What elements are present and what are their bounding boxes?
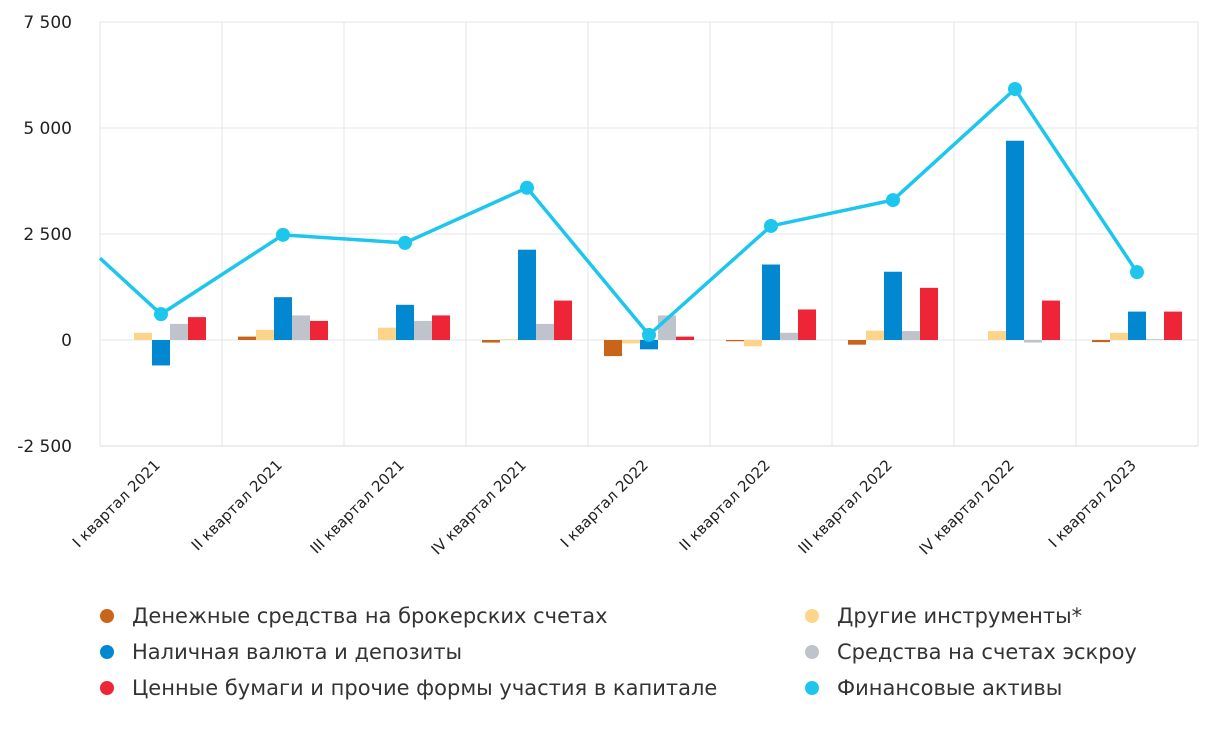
bar [554,300,572,340]
x-tick-label: I квартал 2021 [69,456,164,551]
bar [1110,332,1128,340]
bar [518,249,536,340]
x-tick-label: III квартал 2021 [307,456,408,557]
legend-label: Ценные бумаги и прочие формы участия в к… [132,676,718,700]
bar [902,331,920,340]
line-point [276,227,290,242]
legend-label: Средства на счетах эскроу [837,640,1137,664]
legend-item-brokerage[interactable]: Денежные средства на брокерских счетах [100,604,608,628]
bar [274,297,292,340]
bar [988,331,1006,340]
legend-marker [100,681,114,695]
bar [1164,311,1182,340]
bar [238,336,256,340]
bar [1006,140,1024,340]
bar [884,271,902,340]
bar [622,340,640,344]
bar [1042,300,1060,340]
legend-label: Финансовые активы [837,676,1063,700]
bar [920,287,938,340]
legend-marker [100,645,114,659]
line-point [1008,81,1022,96]
bar [676,336,694,340]
legend-item-securities[interactable]: Ценные бумаги и прочие формы участия в к… [100,676,717,700]
legend-label: Наличная валюта и депозиты [132,640,463,664]
x-tick-label: II квартал 2022 [676,456,774,554]
bar [744,340,762,347]
bar [170,323,188,340]
line-point [764,218,778,233]
bar [1146,339,1164,340]
legend-item-other[interactable]: Другие инструменты* [805,604,1082,628]
x-tick-label: IV квартал 2022 [916,456,1018,558]
legend-item-deposits[interactable]: Наличная валюта и депозиты [100,640,462,664]
bar [866,330,884,340]
bar [1092,340,1110,343]
legend-marker [805,609,819,623]
bar [536,323,554,340]
line-point [886,193,900,208]
bar [188,317,206,340]
x-tick-label: II квартал 2021 [188,456,286,554]
x-tick-label: I квартал 2023 [1045,456,1140,551]
x-tick-label: IV квартал 2021 [428,456,530,558]
line-point [398,235,412,250]
bar [604,340,622,357]
bar [500,339,518,340]
line-financial-assets [98,86,1139,338]
bar [292,315,310,340]
legend-marker [100,609,114,623]
line-point [1130,265,1144,280]
bar [848,340,866,345]
bar [482,340,500,343]
x-tick-label: III квартал 2022 [795,456,896,557]
bar [134,332,152,340]
y-tick-label: 0 [61,331,72,351]
bar [1128,311,1146,340]
bar [640,340,658,350]
line-point [520,180,534,195]
legend-label: Другие инструменты* [837,604,1083,628]
line-point [642,327,656,342]
bar [432,315,450,340]
y-tick-label: 5 000 [23,119,72,139]
bar [256,329,274,340]
bar [762,264,780,340]
bar [780,332,798,340]
bar [798,309,816,340]
y-tick-label: 2 500 [23,225,72,245]
bar [378,327,396,340]
y-tick-label: -2 500 [17,437,72,457]
bar [1024,340,1042,343]
line-point [154,307,168,322]
bar [726,340,744,342]
y-tick-label: 7 500 [23,13,72,33]
legend-marker [805,645,819,659]
bar [396,304,414,340]
bar [310,320,328,340]
bar [152,340,170,366]
legend-label: Денежные средства на брокерских счетах [132,604,608,628]
x-tick-label: I квартал 2022 [557,456,652,551]
legend-item-financial-assets[interactable]: Финансовые активы [805,676,1062,700]
legend-marker [805,681,819,695]
legend-item-escrow[interactable]: Средства на счетах эскроу [805,640,1137,664]
bar [414,320,432,340]
